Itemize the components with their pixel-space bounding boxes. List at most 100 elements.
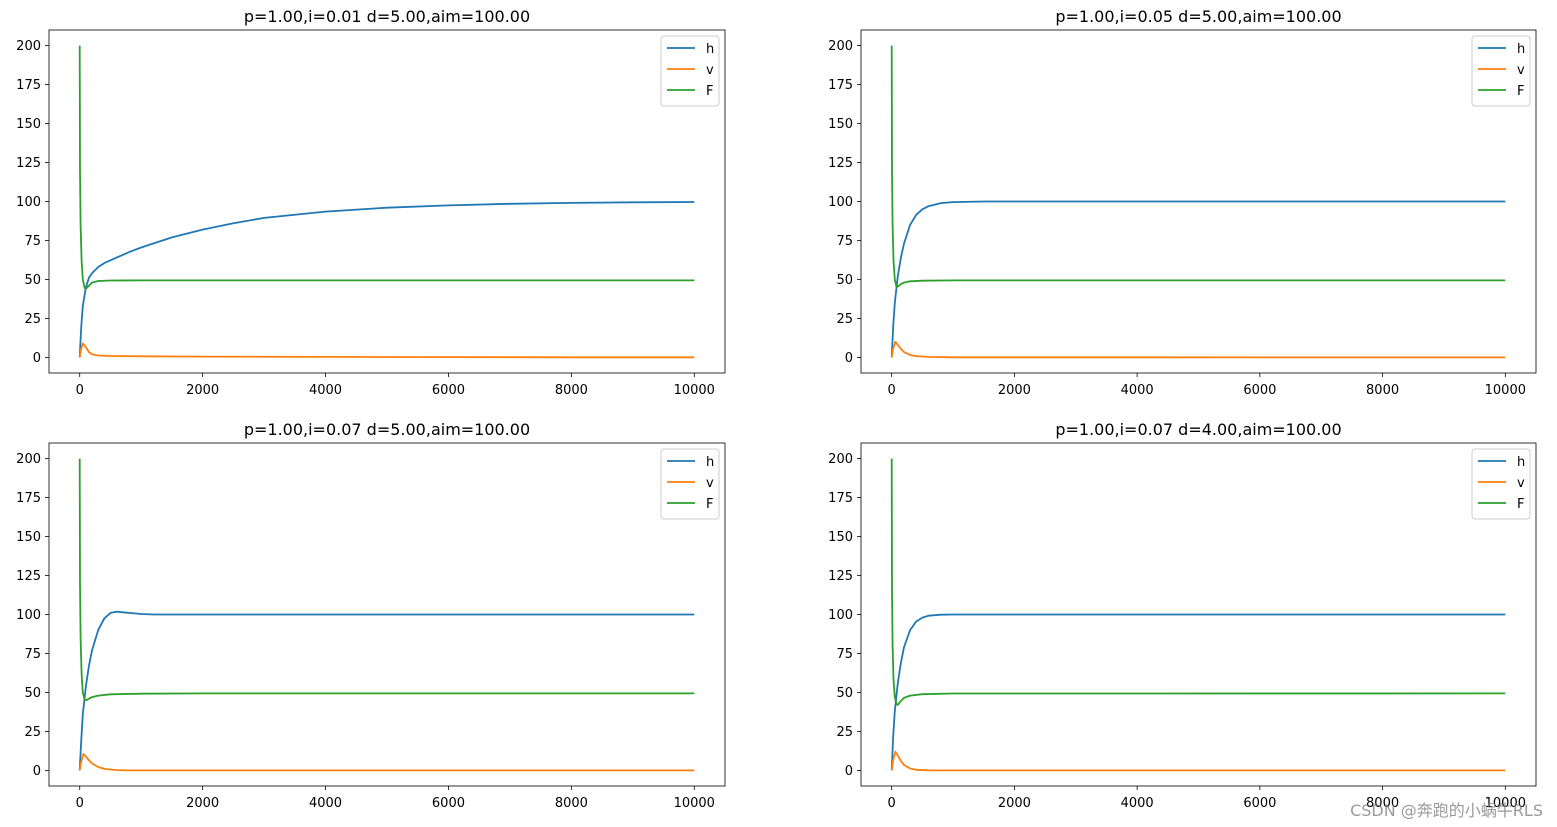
y-tick-label: 25 [836, 312, 853, 327]
y-tick-label: 150 [828, 117, 853, 132]
y-tick-label: 125 [16, 156, 41, 171]
legend-label-F: F [706, 84, 713, 99]
series-line-v [890, 340, 1506, 359]
legend-label-F: F [706, 497, 713, 512]
axes-frame [48, 442, 726, 787]
legend-box [1471, 448, 1531, 520]
axes-frame [860, 442, 1537, 787]
series-line-F [890, 45, 1506, 289]
series-line-F [890, 458, 1506, 706]
series-line-h [890, 613, 1506, 771]
y-tick-label: 200 [16, 39, 41, 54]
x-tick-label: 8000 [555, 383, 588, 398]
y-tick-label: 175 [828, 491, 853, 506]
legend-box [660, 448, 720, 520]
x-tick-label: 8000 [1366, 383, 1399, 398]
x-tick-label: 2000 [998, 796, 1031, 811]
series-line-v [890, 750, 1506, 772]
y-tick-label: 75 [836, 234, 853, 249]
x-tick-label: 8000 [1366, 796, 1399, 811]
y-tick-label: 50 [24, 686, 41, 701]
y-tick-label: 0 [33, 764, 41, 779]
x-tick-label: 0 [888, 383, 896, 398]
y-tick-label: 25 [24, 312, 41, 327]
series-line-F [78, 45, 695, 290]
subplot-1: p=1.00,i=0.01 d=5.00,aim=100.00 0 2000 4000… [16, 7, 726, 398]
y-tick-label: 175 [828, 78, 853, 93]
legend-box [660, 35, 720, 107]
y-tick-label: 50 [24, 273, 41, 288]
y-tick-label: 100 [828, 195, 853, 210]
axes-frame [48, 29, 726, 374]
x-tick-label: 0 [76, 796, 84, 811]
series-line-v [78, 342, 695, 359]
y-tick-label: 200 [16, 452, 41, 467]
subplot-title: p=1.00,i=0.05 d=5.00,aim=100.00 [1055, 7, 1341, 26]
x-tick-label: 6000 [1243, 796, 1276, 811]
x-tick-label: 4000 [1121, 383, 1154, 398]
y-tick-label: 25 [24, 725, 41, 740]
series-line-v [78, 753, 695, 772]
legend-label-h: h [706, 42, 714, 57]
x-tick-label: 2000 [186, 796, 219, 811]
x-tick-label: 4000 [309, 383, 342, 398]
y-tick-label: 100 [16, 608, 41, 623]
y-tick-label: 0 [845, 764, 853, 779]
x-tick-label: 6000 [1243, 383, 1276, 398]
x-tick-label: 10000 [1485, 383, 1526, 398]
y-tick-label: 150 [16, 530, 41, 545]
legend-label-F: F [1517, 497, 1524, 512]
x-tick-label: 10000 [674, 796, 715, 811]
axes-frame [860, 29, 1537, 374]
y-tick-label: 175 [16, 78, 41, 93]
x-tick-label: 2000 [186, 383, 219, 398]
series-line-h [78, 201, 695, 358]
subplot-3: p=1.00,i=0.07 d=5.00,aim=100.000 2000 4000… [16, 420, 726, 811]
y-tick-label: 150 [16, 117, 41, 132]
series-line-h [78, 610, 695, 771]
y-tick-label: 75 [24, 647, 41, 662]
series-line-h [890, 200, 1506, 358]
x-tick-label: 10000 [1485, 796, 1526, 811]
y-tick-label: 175 [16, 491, 41, 506]
subplot-title: p=1.00,i=0.07 d=4.00,aim=100.00 [1055, 420, 1341, 439]
legend-box [1471, 35, 1531, 107]
y-tick-label: 125 [828, 569, 853, 584]
series-line-F [78, 458, 695, 702]
legend-label-F: F [1517, 84, 1524, 99]
y-tick-label: 75 [836, 647, 853, 662]
subplot-title: p=1.00,i=0.01 d=5.00,aim=100.00 [244, 7, 530, 26]
y-tick-label: 50 [836, 686, 853, 701]
y-tick-label: 75 [24, 234, 41, 249]
x-tick-label: 10000 [674, 383, 715, 398]
y-tick-label: 200 [828, 39, 853, 54]
x-tick-label: 4000 [1121, 796, 1154, 811]
subplot-4: p=1.00,i=0.07 d=4.00,aim=100.000 2000 4000… [828, 420, 1537, 811]
x-tick-label: 2000 [998, 383, 1031, 398]
y-tick-label: 0 [845, 351, 853, 366]
y-tick-label: 125 [828, 156, 853, 171]
x-tick-label: 6000 [432, 796, 465, 811]
watermark-text: CSDN @奔跑的小蜗牛RLS [1350, 801, 1543, 820]
y-tick-label: 150 [828, 530, 853, 545]
legend-label-h: h [706, 455, 714, 470]
subplot-2: p=1.00,i=0.05 d=5.00,aim=100.000 2000 4000… [828, 7, 1537, 398]
x-tick-label: 4000 [309, 796, 342, 811]
subplot-title: p=1.00,i=0.07 d=5.00,aim=100.00 [244, 420, 530, 439]
y-tick-label: 0 [33, 351, 41, 366]
legend-label-v: v [706, 63, 714, 78]
y-tick-label: 50 [836, 273, 853, 288]
x-tick-label: 0 [888, 796, 896, 811]
x-tick-label: 8000 [555, 796, 588, 811]
y-tick-label: 100 [16, 195, 41, 210]
legend-label-v: v [1517, 476, 1525, 491]
y-tick-label: 100 [828, 608, 853, 623]
legend-label-v: v [1517, 63, 1525, 78]
legend-label-h: h [1517, 42, 1525, 57]
y-tick-label: 25 [836, 725, 853, 740]
y-tick-label: 125 [16, 569, 41, 584]
legend-label-v: v [706, 476, 714, 491]
x-tick-label: 6000 [432, 383, 465, 398]
y-tick-label: 200 [828, 452, 853, 467]
